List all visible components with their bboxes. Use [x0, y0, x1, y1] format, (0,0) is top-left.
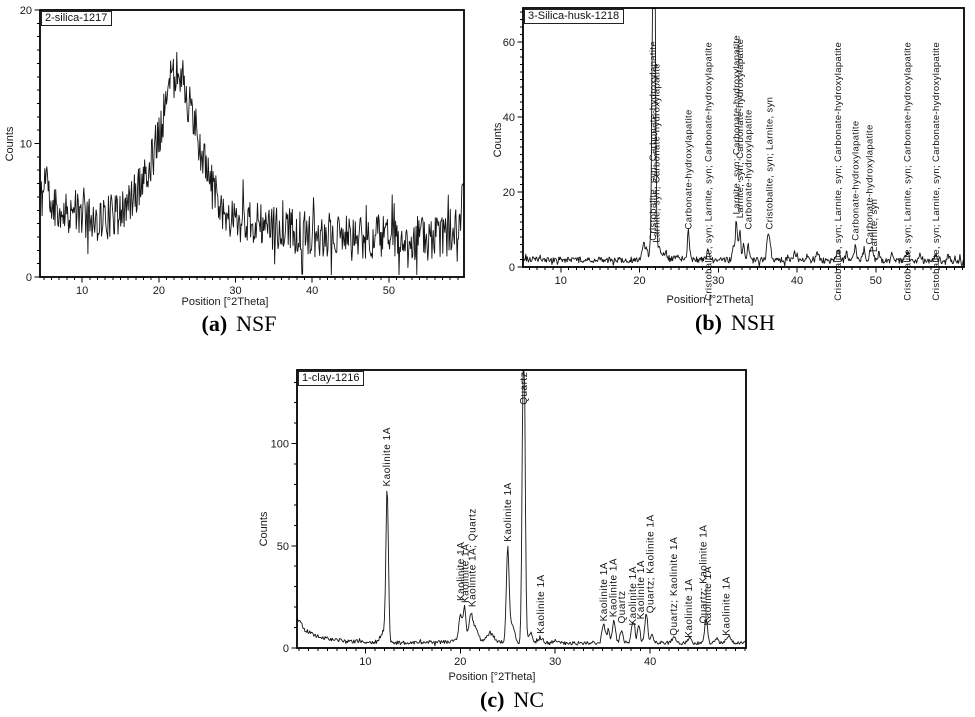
y-tick-label: 0: [283, 643, 289, 655]
peak-annotation: Kaolinite 1A: [456, 542, 467, 601]
peak-annotation: Quartz: [617, 590, 628, 623]
x-tick-label: 40: [306, 285, 318, 297]
peak-annotation: Cristobalite, syn; Larnite, syn; Carbona…: [833, 42, 844, 301]
scan-name-box: 1-clay-1216: [298, 371, 365, 386]
peak-annotation: Kaolinite 1A: [684, 578, 695, 637]
peak-annotation: Quartz; Kaolinite 1A: [669, 537, 680, 636]
x-tick-label: 30: [712, 275, 724, 287]
peak-annotation: Carbonate-hydroxylapatite: [865, 124, 876, 244]
peak-annotation: Quartz; Kaolinite 1A: [699, 525, 710, 624]
x-tick-label: 50: [870, 275, 882, 287]
y-axis-title: Counts: [258, 511, 270, 547]
plot-border: [39, 9, 465, 278]
scan-name-box: 3-Silica-husk-1218: [524, 9, 625, 24]
peak-annotation: Kaolinite 1A: [599, 562, 610, 621]
peak-annotation: Kaolinite 1A: [721, 576, 732, 635]
peak-annotation: Cristobalite, syn; Carbonate-hydroxylapa…: [648, 41, 659, 241]
peak-annotation: Quartz; Kaolinite 1A: [645, 514, 656, 613]
peak-annotation: Kaolinite 1A: [536, 574, 547, 633]
x-tick-label: 10: [76, 285, 88, 297]
peak-annotation: Carbonate-hydroxylapatite: [684, 109, 695, 229]
caption-index: (c): [480, 687, 505, 712]
x-tick-label: 50: [383, 285, 395, 297]
caption-name: NSF: [236, 311, 277, 336]
peak-annotation: Larnite, syn; Carbonate-hydroxylapatite: [652, 63, 663, 242]
peak-annotation: Kaolinite 1A: [636, 560, 647, 619]
plot-border: [522, 7, 965, 268]
x-tick-label: 10: [555, 275, 567, 287]
y-tick-label: 0: [26, 272, 32, 284]
plot-border: [296, 369, 747, 649]
y-tick-label: 20: [20, 5, 32, 17]
x-tick-label: 20: [633, 275, 645, 287]
y-tick-label: 0: [509, 262, 515, 274]
peak-annotation: Kaolinite 1A: [628, 566, 639, 625]
y-tick-label: 100: [271, 439, 289, 451]
chart-caption: (b) NSH: [695, 310, 775, 336]
caption-index: (b): [695, 310, 722, 335]
x-tick-label: 30: [229, 285, 241, 297]
x-tick-label: 10: [359, 656, 371, 668]
peak-annotation: Cristobalite, syn; Larnite, syn; Carbona…: [903, 42, 914, 301]
caption-index: (a): [201, 311, 228, 336]
x-axis-title: Position [°2Theta]: [181, 296, 269, 308]
diffractogram-trace: [522, 8, 965, 267]
peak-annotation: Quartz: [519, 372, 530, 405]
peak-annotation: Kaolinite 1A: [503, 482, 514, 541]
x-tick-label: 40: [791, 275, 803, 287]
peak-annotation: Kaolinite 1A: [703, 566, 714, 625]
y-axis-title: Counts: [492, 122, 504, 158]
diffractogram-trace: [39, 51, 465, 276]
x-axis-title: Position [°2Theta]: [666, 294, 754, 306]
peak-annotation: Kaolinite 1A: [382, 427, 393, 486]
x-tick-label: 20: [454, 656, 466, 668]
peak-annotation: Kaolinite 1A: [608, 558, 619, 617]
caption-name: NC: [513, 687, 544, 712]
scan-name-box: 2-silica-1217: [41, 11, 113, 26]
peak-annotation: Cristobalite, syn; Larnite, syn; Carbona…: [703, 42, 714, 301]
y-tick-label: 60: [503, 37, 515, 49]
x-axis-title: Position [°2Theta]: [448, 671, 536, 683]
y-tick-label: 20: [503, 187, 515, 199]
peak-annotation: Carbonate-hydroxylapatite: [851, 121, 862, 241]
peak-annotation: Larnite, syn; Carbonate-hydroxylapatite: [732, 35, 743, 214]
x-tick-label: 30: [549, 656, 561, 668]
y-tick-label: 10: [20, 139, 32, 151]
xrd-chart-nsf: 10 20 30 40 50 0 10 20: [20, 5, 465, 297]
peak-annotation: Larnite, syn: [869, 199, 880, 252]
peak-annotation: Kaolinite 1A; Quartz: [467, 508, 478, 607]
peak-annotation: Carbonate-hydroxylapatite: [743, 109, 754, 229]
x-tick-label: 40: [644, 656, 656, 668]
chart-caption: (a) NSF: [201, 311, 276, 337]
peak-annotation: Larnite, syn; Carbonate-hydroxylapatite: [735, 39, 746, 218]
peak-annotation: Cristobalite, syn; Larnite, syn; Carbona…: [931, 42, 942, 301]
peak-annotation: Cristobalite, syn; Larnite, syn: [765, 97, 776, 230]
y-tick-label: 40: [503, 112, 515, 124]
y-axis-title: Counts: [4, 126, 16, 162]
y-tick-label: 50: [277, 541, 289, 553]
peak-annotation: Kaolinite 1A: [461, 544, 472, 603]
x-tick-label: 20: [153, 285, 165, 297]
xrd-chart-nsh: 10 20 30 40 50 0 20 40 60 Cristobalite, syn; Carb…: [503, 7, 965, 301]
caption-name: NSH: [730, 310, 775, 335]
diffractogram-trace: [296, 370, 747, 647]
chart-caption: (c) NC: [480, 687, 544, 713]
